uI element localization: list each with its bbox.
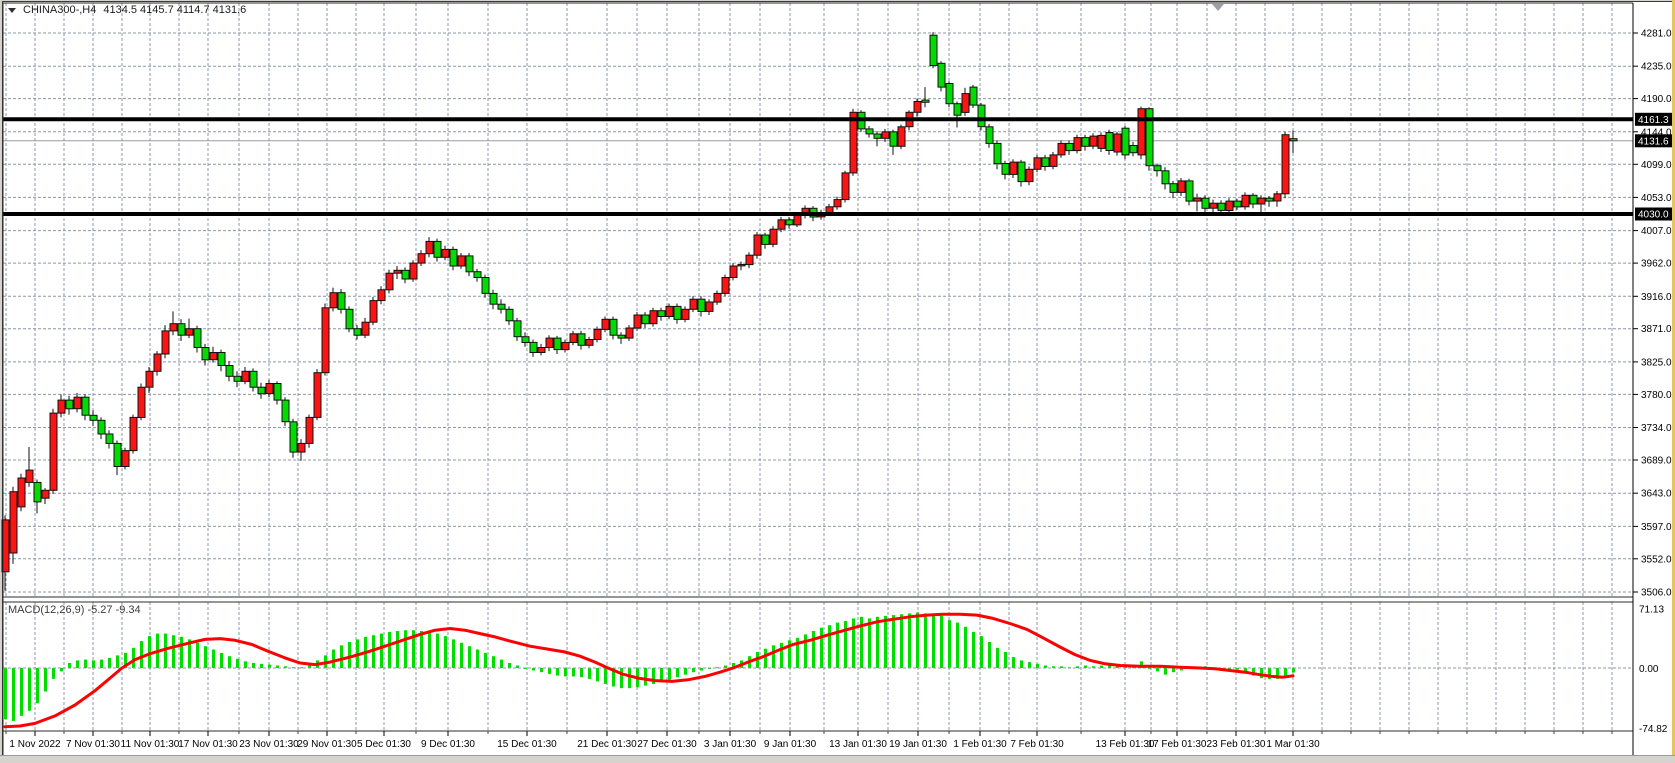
svg-text:11 Nov 01:30: 11 Nov 01:30 [121,739,180,750]
chart-shift-marker-icon[interactable] [1212,4,1224,11]
svg-text:4235.0: 4235.0 [1641,62,1672,73]
svg-text:5 Dec 01:30: 5 Dec 01:30 [357,739,411,750]
window-bottom-strip [0,755,1675,763]
chart-symbol-period: CHINA300-,H4 [23,4,97,16]
svg-text:3825.0: 3825.0 [1641,357,1672,368]
price-axis[interactable]: 4281.0 4235.0 4190.0 4144.0 4099.0 4053.0 4007… [1633,29,1672,599]
svg-text:4144.0: 4144.0 [1641,127,1672,138]
svg-text:23 Feb 01:30: 23 Feb 01:30 [1207,739,1266,750]
svg-text:3552.0: 3552.0 [1641,554,1672,565]
svg-text:19 Jan 01:30: 19 Jan 01:30 [889,739,947,750]
svg-text:1 Nov 2022: 1 Nov 2022 [9,739,61,750]
svg-text:13 Jan 01:30: 13 Jan 01:30 [829,739,887,750]
chart-title-bar: CHINA300-,H4 4134.5 4145.7 4114.7 4131.6 [8,4,246,16]
price-badge: 4131.6 [1635,134,1675,148]
svg-text:4161.3: 4161.3 [1638,115,1669,126]
svg-text:4099.0: 4099.0 [1641,160,1672,171]
svg-text:3916.0: 3916.0 [1641,292,1672,303]
price-badge: 4030.0 [1635,207,1675,221]
svg-text:13 Feb 01:30: 13 Feb 01:30 [1096,739,1155,750]
svg-text:0.00: 0.00 [1639,664,1659,675]
svg-text:3734.0: 3734.0 [1641,423,1672,434]
svg-text:4007.0: 4007.0 [1641,226,1672,237]
chart-ohlc-values: 4134.5 4145.7 4114.7 4131.6 [103,4,247,16]
macd-axis[interactable]: 71.13 0.00 -74.82 [1639,604,1668,735]
svg-text:3506.0: 3506.0 [1641,588,1672,599]
svg-text:21 Dec 01:30: 21 Dec 01:30 [577,739,637,750]
symbol-dropdown-icon[interactable] [8,7,16,13]
price-badge: 4161.3 [1635,112,1675,126]
svg-text:17 Nov 01:30: 17 Nov 01:30 [178,739,238,750]
macd-signal-line [3,612,1295,729]
svg-text:9 Jan 01:30: 9 Jan 01:30 [764,739,817,750]
svg-text:3597.0: 3597.0 [1641,522,1672,533]
window-right-edge [1672,0,1675,763]
horizontal-line-objects[interactable] [3,117,1633,216]
svg-text:15 Dec 01:30: 15 Dec 01:30 [497,739,557,750]
macd-indicator-label: MACD(12,26,9) -5.27 -9.34 [8,604,141,616]
svg-text:3643.0: 3643.0 [1641,489,1672,500]
svg-text:23 Nov 01:30: 23 Nov 01:30 [239,739,299,750]
svg-text:17 Feb 01:30: 17 Feb 01:30 [1148,739,1207,750]
svg-text:27 Dec 01:30: 27 Dec 01:30 [637,739,697,750]
svg-text:4030.0: 4030.0 [1638,210,1669,221]
svg-text:4190.0: 4190.0 [1641,94,1672,105]
svg-text:9 Dec 01:30: 9 Dec 01:30 [421,739,475,750]
svg-text:7 Nov 01:30: 7 Nov 01:30 [66,739,120,750]
candles-layer [1,32,1298,591]
svg-text:1 Mar 01:30: 1 Mar 01:30 [1266,739,1320,750]
svg-text:29 Nov 01:30: 29 Nov 01:30 [297,739,357,750]
svg-text:4053.0: 4053.0 [1641,193,1672,204]
svg-text:3871.0: 3871.0 [1641,324,1672,335]
svg-text:7 Feb 01:30: 7 Feb 01:30 [1010,739,1064,750]
svg-text:4131.6: 4131.6 [1638,136,1669,147]
svg-text:4281.0: 4281.0 [1641,29,1672,40]
svg-text:3 Jan 01:30: 3 Jan 01:30 [704,739,757,750]
svg-text:71.13: 71.13 [1639,604,1664,615]
svg-text:-74.82: -74.82 [1639,724,1668,735]
svg-text:3689.0: 3689.0 [1641,456,1672,467]
svg-text:3780.0: 3780.0 [1641,390,1672,401]
svg-text:1 Feb 01:30: 1 Feb 01:30 [953,739,1007,750]
macd-histogram [4,612,1295,721]
svg-text:3962.0: 3962.0 [1641,259,1672,270]
